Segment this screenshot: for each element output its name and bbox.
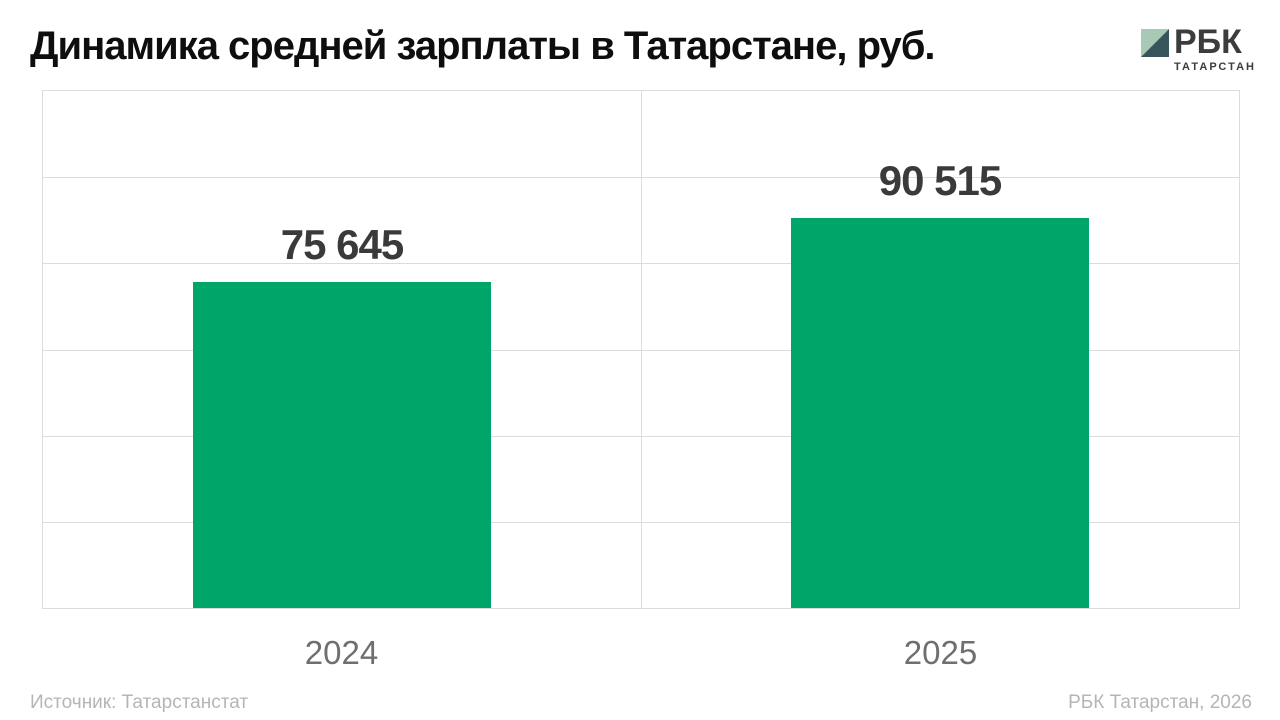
rbc-logo: РБК ТАТАРСТАН — [1140, 23, 1256, 73]
x-tick-label-2024: 2024 — [304, 634, 379, 671]
footer: Источник: Татарстанстат РБК Татарстан, 2… — [30, 691, 1252, 715]
category-divider — [641, 91, 642, 608]
value-label-2024: 75 645 — [280, 221, 404, 268]
page-title: Динамика средней зарплаты в Татарстане, … — [30, 24, 936, 68]
x-axis: 2024 2025 — [42, 634, 1240, 678]
rbc-logo-icon — [1140, 29, 1169, 57]
plot-area: 75 645 90 515 — [42, 90, 1240, 609]
bar-2025 — [791, 218, 1089, 608]
credit-note: РБК Татарстан, 2026 — [1068, 692, 1252, 713]
source-note: Источник: Татарстанстат — [30, 692, 249, 713]
bar-column-2025: 90 515 — [641, 91, 1239, 608]
rbc-logo-text: РБК ТАТАРСТАН — [1173, 23, 1256, 73]
rbc-logo-brand: РБК — [1173, 23, 1242, 61]
x-tick-label-2025: 2025 — [903, 634, 978, 671]
bar-2024 — [193, 282, 491, 608]
value-label-2025: 90 515 — [878, 157, 1002, 204]
bar-column-2024: 75 645 — [43, 91, 641, 608]
rbc-logo-triangle-dark — [1140, 29, 1169, 57]
rbc-logo-region: ТАТАРСТАН — [1173, 61, 1256, 73]
